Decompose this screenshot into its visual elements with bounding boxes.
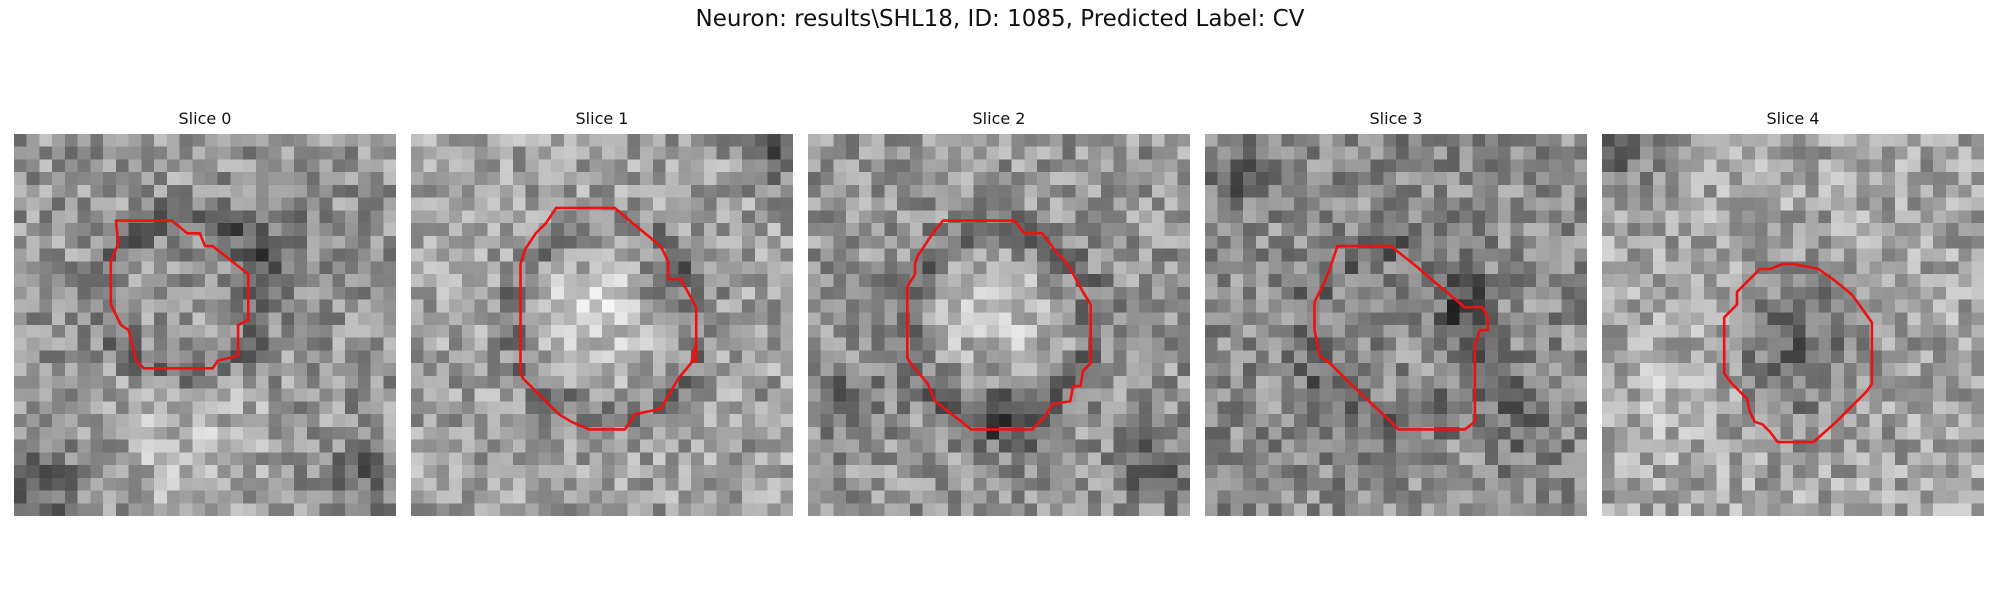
- figure-title: Neuron: results\SHL18, ID: 1085, Predict…: [695, 6, 1305, 32]
- roi-contour: [1313, 244, 1490, 431]
- slice-image-2: [808, 134, 1190, 516]
- slice-image-4: [1602, 134, 1984, 516]
- slice-title-4: Slice 4: [1766, 109, 1820, 128]
- slice-title-1: Slice 1: [575, 109, 629, 128]
- roi-contour: [1722, 262, 1874, 444]
- roi-contour: [519, 206, 698, 431]
- slice-image-3: [1205, 134, 1587, 516]
- slice-title-3: Slice 3: [1369, 109, 1423, 128]
- slice-panel-2: Slice 2: [808, 108, 1190, 516]
- pixel-grid: [14, 134, 396, 516]
- slice-panel-3: Slice 3: [1205, 108, 1587, 516]
- slice-panel-1: Slice 1: [411, 108, 793, 516]
- roi-contour: [109, 219, 250, 370]
- slice-panel-0: Slice 0: [14, 108, 396, 516]
- slice-image-1: [411, 134, 793, 516]
- slice-image-0: [14, 134, 396, 516]
- roi-contour: [906, 219, 1093, 431]
- slice-panel-4: Slice 4: [1602, 108, 1984, 516]
- pixel-grid: [411, 134, 793, 516]
- pixel-grid: [1602, 134, 1984, 516]
- slice-title-2: Slice 2: [972, 109, 1026, 128]
- pixel-grid: [1205, 134, 1587, 516]
- pixel-grid: [808, 134, 1190, 516]
- slice-title-0: Slice 0: [178, 109, 232, 128]
